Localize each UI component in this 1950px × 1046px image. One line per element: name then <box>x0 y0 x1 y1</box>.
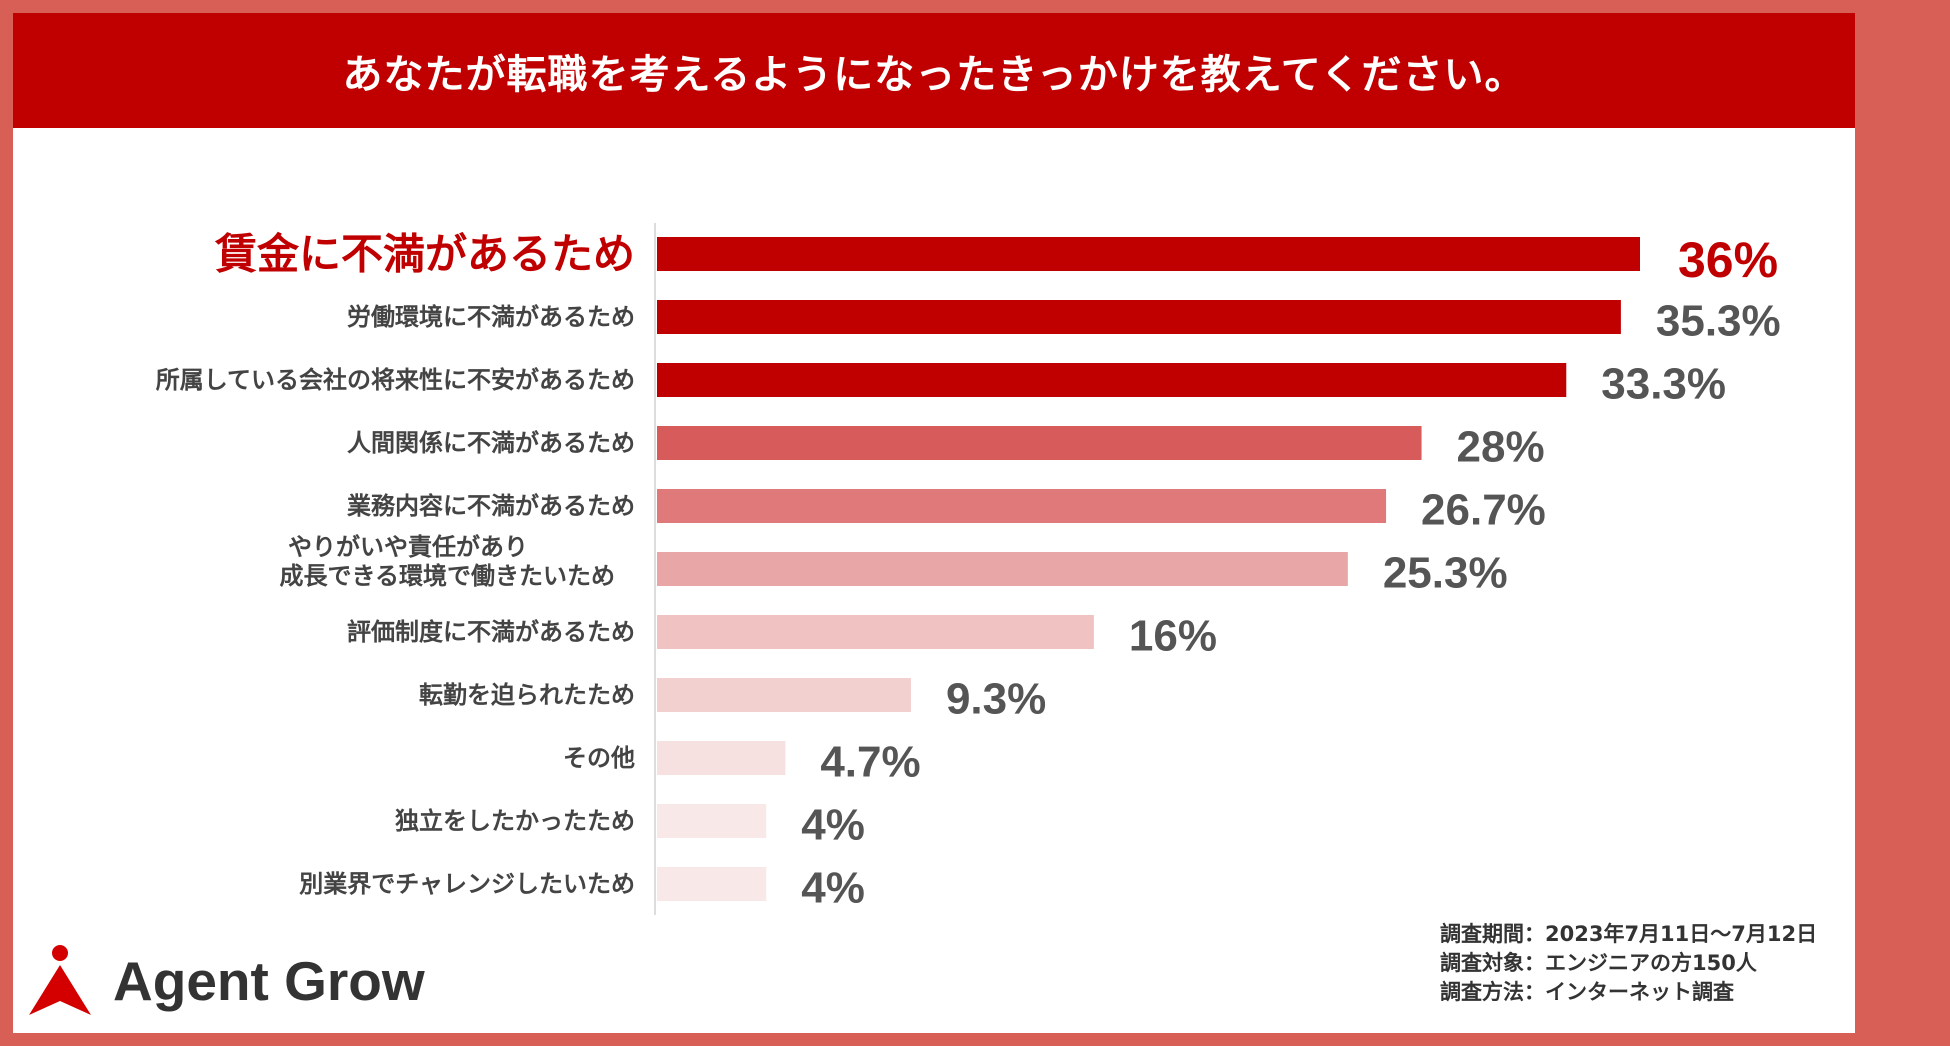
value-label: 4.7% <box>820 738 920 787</box>
chart-title: あなたが転職を考えるようになったきっかけを教えてください。 <box>13 13 1855 128</box>
value-label: 9.3% <box>946 675 1046 724</box>
value-label: 36% <box>1678 232 1778 288</box>
bar <box>657 615 1094 649</box>
person-arrow-icon <box>29 945 91 1015</box>
bar <box>657 426 1422 460</box>
value-label: 25.3% <box>1383 549 1508 598</box>
brand-name: Agent Grow <box>113 949 425 1012</box>
bar <box>657 363 1567 397</box>
value-label: 26.7% <box>1421 486 1546 535</box>
category-label: 所属している会社の将来性に不安があるため <box>156 366 635 394</box>
bar <box>657 237 1640 271</box>
bar <box>657 552 1348 586</box>
category-label: 業務内容に不満があるため <box>347 492 635 520</box>
survey-target: 調査対象：エンジニアの方150人 <box>1440 951 1757 975</box>
chart-panel: あなたが転職を考えるようになったきっかけを教えてください。 <box>13 13 1855 1033</box>
brand-logo: Agent Grow <box>25 943 425 1018</box>
value-label: 4% <box>801 801 865 850</box>
value-label: 4% <box>801 864 865 913</box>
value-label: 16% <box>1129 612 1217 661</box>
bar <box>657 804 767 838</box>
bar <box>657 867 767 901</box>
bar <box>657 489 1387 523</box>
category-label: 転勤を迫られたため <box>419 681 635 709</box>
category-label: 評価制度に不満があるため <box>347 618 635 646</box>
value-label: 33.3% <box>1601 360 1726 409</box>
category-label: 労働環境に不満があるため <box>347 303 635 331</box>
bar <box>657 300 1621 334</box>
category-label: その他 <box>563 744 635 772</box>
survey-period: 調査期間：2023年7月11日〜7月12日 <box>1440 922 1818 946</box>
category-label: 賃金に不満があるため <box>214 230 635 279</box>
survey-method: 調査方法：インターネット調査 <box>1440 980 1734 1004</box>
category-label: 独立をしたかったため <box>395 807 635 835</box>
bar <box>657 678 911 712</box>
category-label: 別業界でチャレンジしたいため <box>299 870 635 898</box>
category-label: やりがいや責任があり成長できる環境で働きたいため <box>279 533 615 590</box>
value-label: 35.3% <box>1656 297 1781 346</box>
value-label: 28% <box>1457 423 1545 472</box>
survey-info: 調査期間：2023年7月11日〜7月12日 調査対象：エンジニアの方150人 調… <box>1440 920 1840 1007</box>
bar <box>657 741 786 775</box>
category-label: 人間関係に不満があるため <box>347 429 635 457</box>
